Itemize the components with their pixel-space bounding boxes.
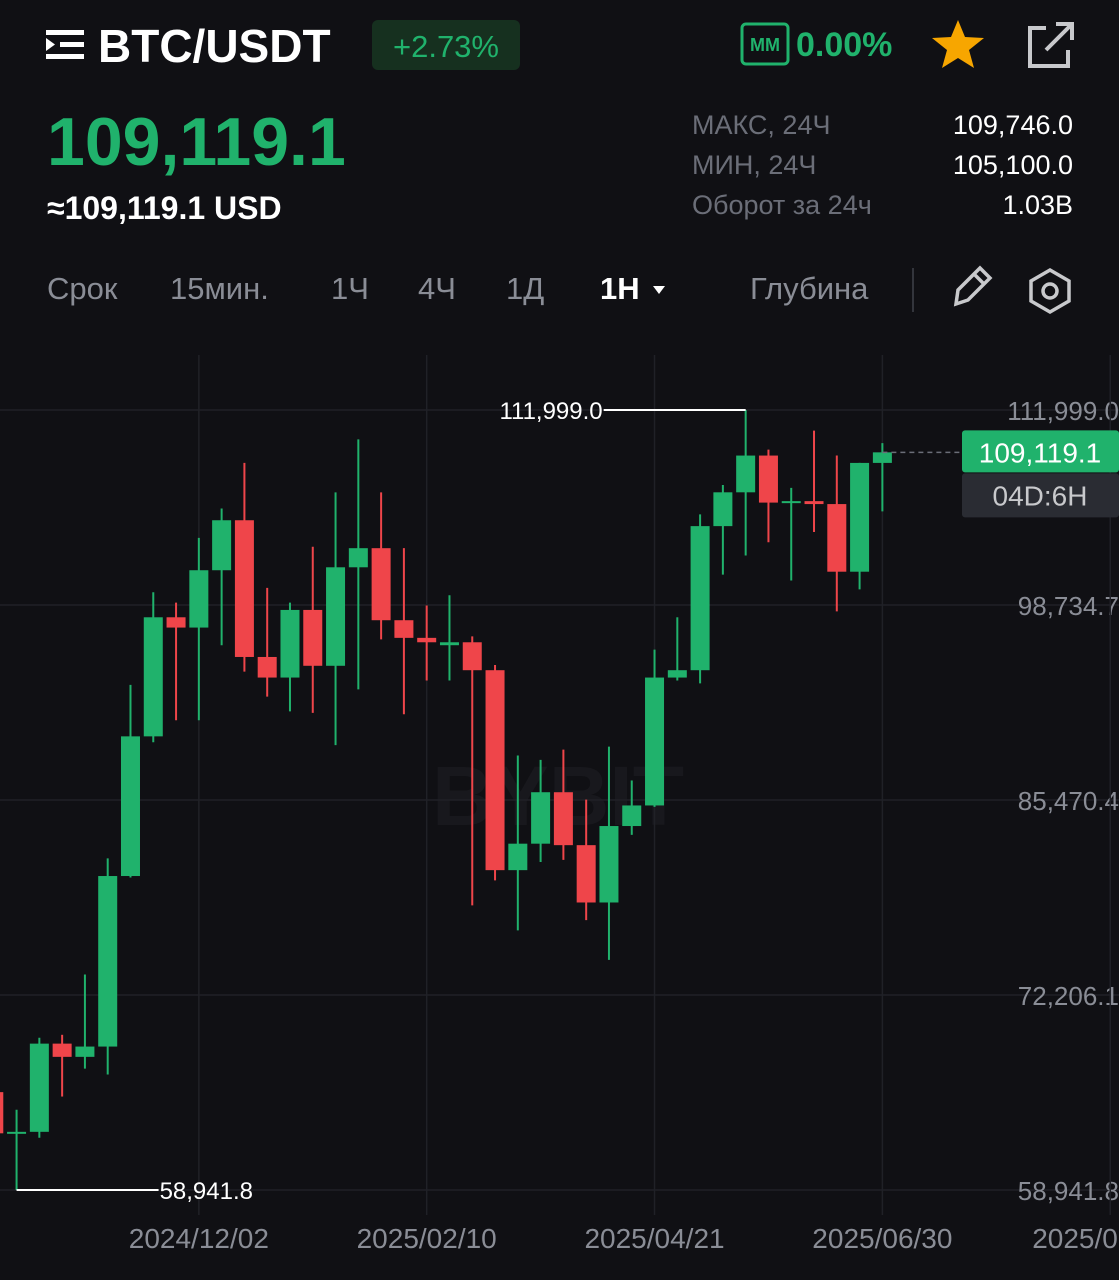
change: +2.73% xyxy=(393,29,499,64)
price-usd: ≈109,119.1 USD xyxy=(47,190,282,226)
tabs: Срок 15мин. 1Ч 4Ч 1Д 1Н Глубина xyxy=(47,271,869,306)
tab[interactable]: 4Ч xyxy=(418,271,456,306)
x-tick-label: 2025/02/10 xyxy=(357,1223,497,1254)
candle-body xyxy=(439,642,459,646)
candle-body xyxy=(462,642,482,671)
candle-body xyxy=(599,826,619,903)
candle-body xyxy=(690,526,710,671)
candle-body xyxy=(0,1092,4,1134)
candle-body xyxy=(234,520,254,657)
countdown-tag xyxy=(962,473,1119,518)
last-price: 109,119.1 xyxy=(47,104,346,180)
candle-body xyxy=(622,805,642,827)
candle-body xyxy=(645,677,665,806)
icon-arrow xyxy=(46,38,55,51)
candle-body xyxy=(98,876,118,1047)
candle-body xyxy=(872,452,892,463)
x-tick-label: 2025/06/30 xyxy=(812,1223,952,1254)
menu-icon[interactable] xyxy=(46,30,84,59)
tab[interactable]: 15мин. xyxy=(170,271,269,306)
stat-label: Оборот за 24ч xyxy=(692,190,872,220)
chart: BYBIT58,941.872,206.185,470.498,734.7111… xyxy=(0,355,1119,1254)
last-price-tag xyxy=(962,430,1119,473)
tab[interactable]: Глубина xyxy=(750,271,869,306)
candle-body xyxy=(371,548,391,621)
mm-icon[interactable] xyxy=(740,22,790,66)
candle-body xyxy=(758,455,778,503)
candle-body xyxy=(713,492,733,527)
candle-body xyxy=(531,792,551,844)
stats: МАКС, 24Ч 109,746.0 МИН, 24Ч 105,100.0 Оборо… xyxy=(692,110,1073,220)
settings-icon[interactable] xyxy=(1029,267,1071,315)
candle-body xyxy=(257,656,277,678)
favorite-star[interactable] xyxy=(932,20,984,68)
stat-value: 109,746.0 xyxy=(953,110,1073,140)
candle-body xyxy=(850,462,870,572)
candle-body xyxy=(417,637,437,643)
y-tick-label: 72,206.1 xyxy=(1018,981,1119,1011)
candle-body xyxy=(576,845,596,903)
dropdown-caret xyxy=(653,286,665,294)
candle-body xyxy=(667,670,687,678)
tab[interactable]: 1Д xyxy=(506,271,544,306)
icon-bar xyxy=(46,30,84,35)
candle-body xyxy=(189,570,209,628)
candle-body xyxy=(303,609,323,666)
stat-value: 1.03B xyxy=(1002,190,1073,220)
candle-body xyxy=(75,1046,95,1057)
min-marker-label: 58,941.8 xyxy=(160,1178,253,1205)
candle-body xyxy=(212,520,232,571)
y-tick-label: 85,470.4 xyxy=(1018,786,1119,816)
x-tick-label: 2025/04/21 xyxy=(584,1223,724,1254)
tab: Срок xyxy=(47,271,118,306)
hub xyxy=(1041,282,1059,300)
draw-icon[interactable] xyxy=(953,265,993,307)
candle-body xyxy=(29,1043,49,1132)
stat-label: МАКС, 24Ч xyxy=(692,110,830,140)
candle-body xyxy=(120,736,140,877)
icon-bar xyxy=(60,42,84,47)
candle-body xyxy=(7,1131,27,1134)
stat-label: МИН, 24Ч xyxy=(692,150,816,180)
max-marker-label: 111,999.0 xyxy=(499,398,602,425)
candle-body xyxy=(485,670,505,871)
candle-body xyxy=(394,620,414,638)
last-price-label: 109,119.1 xyxy=(979,437,1102,468)
share-icon[interactable] xyxy=(1028,22,1074,68)
candle-body xyxy=(736,455,756,493)
stat-value: 105,100.0 xyxy=(953,150,1073,180)
y-tick-label: 98,734.7 xyxy=(1018,591,1119,621)
candle-body xyxy=(508,843,528,871)
icon-arrow xyxy=(1044,22,1074,52)
candle-body xyxy=(804,501,824,505)
candle-body xyxy=(348,548,368,568)
tab[interactable]: 1Ч xyxy=(331,271,369,306)
x-tick-label: 2025/0 xyxy=(1032,1223,1118,1254)
y-tick-label: 111,999.0 xyxy=(1007,396,1119,426)
icon-box xyxy=(1028,26,1070,68)
icon-bar xyxy=(46,54,84,59)
mm-label: MM xyxy=(750,35,780,55)
y-tick-label: 58,941.8 xyxy=(1018,1176,1119,1206)
x-tick-label: 2024/12/02 xyxy=(129,1223,269,1254)
candle-body xyxy=(553,792,573,846)
tab[interactable]: 1Н xyxy=(600,271,640,306)
candle-body xyxy=(280,609,300,678)
candle-body xyxy=(781,501,801,504)
mm-ratio: 0.00% xyxy=(796,26,892,64)
change-badge xyxy=(372,20,520,70)
candle-body xyxy=(143,617,163,737)
hexagon xyxy=(1029,267,1071,315)
candle-body xyxy=(52,1043,72,1057)
pencil xyxy=(953,265,993,307)
candle-body xyxy=(827,504,847,572)
symbol[interactable]: BTC/USDT xyxy=(98,20,331,72)
candle-body xyxy=(166,617,186,628)
countdown: 04D:6H xyxy=(993,480,1088,511)
candle-body xyxy=(326,567,346,666)
